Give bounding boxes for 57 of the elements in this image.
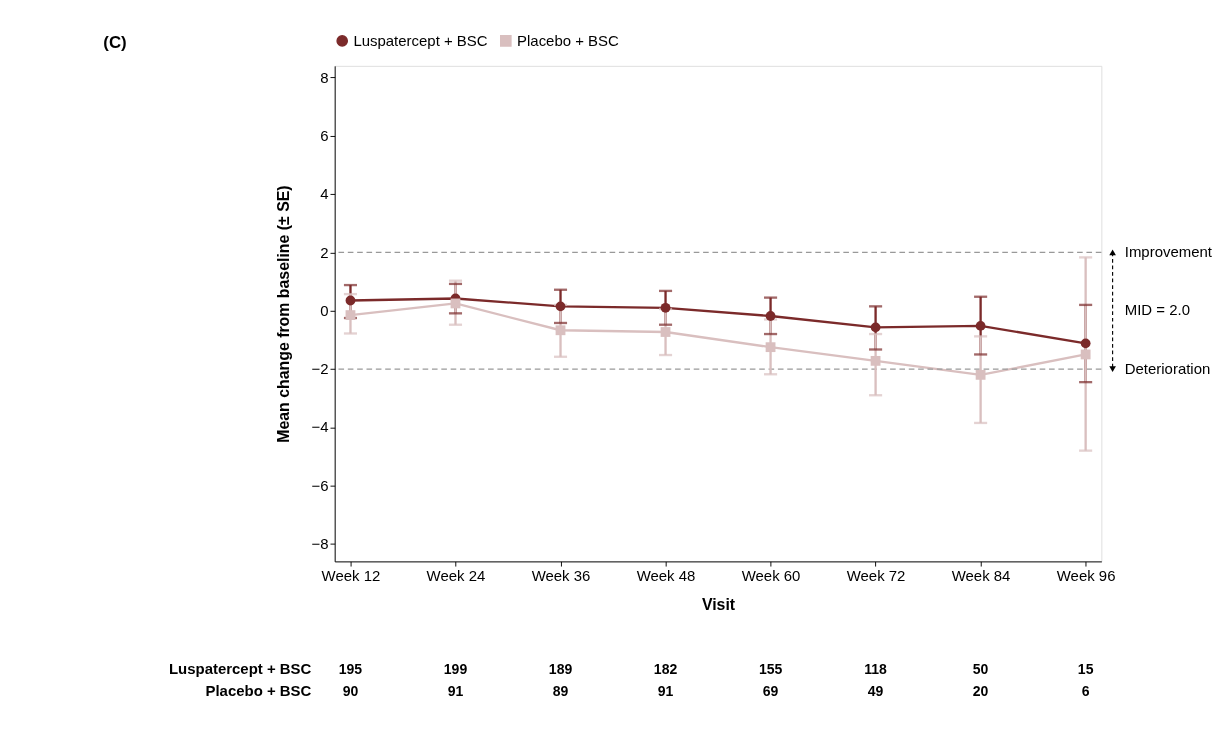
text: 69 — [762, 683, 779, 700]
y-tick-label: 6 — [320, 126, 329, 144]
text: 189 — [548, 660, 573, 677]
x-tick-label: Week 72 — [846, 566, 906, 584]
x-tick-label: Week 24 — [426, 566, 486, 584]
text: 50 — [972, 660, 989, 677]
text: 182 — [653, 660, 678, 677]
y-axis-title: Mean change from baseline (± SE) — [275, 185, 293, 443]
y-tick-label: 0 — [320, 301, 329, 319]
text: 195 — [338, 660, 363, 677]
point — [555, 301, 566, 312]
point — [1080, 338, 1091, 349]
point — [870, 322, 881, 333]
text: 118 — [864, 660, 888, 677]
text: MID = 2.0 — [1124, 301, 1190, 319]
y-tick-label: 8 — [320, 68, 329, 86]
text: 20 — [972, 683, 989, 700]
text: 49 — [867, 683, 884, 700]
text: 89 — [552, 683, 569, 700]
point — [975, 369, 986, 380]
y-tick-label: 4 — [320, 185, 329, 203]
text: 91 — [447, 683, 464, 700]
text: 91 — [657, 683, 674, 700]
text: 6 — [1081, 683, 1090, 700]
legend-label: Placebo + BSC — [517, 31, 619, 49]
text: 199 — [443, 660, 468, 677]
legend-label: Luspatercept + BSC — [353, 31, 488, 49]
x-tick-label: Week 96 — [1056, 566, 1116, 584]
point — [1080, 349, 1091, 360]
point — [765, 342, 776, 353]
text: (C) — [103, 33, 127, 53]
point — [660, 302, 671, 313]
ref-line-label: Deterioration — [1124, 359, 1211, 377]
y-tick-label: −6 — [311, 476, 329, 494]
x-tick-label: Week 60 — [741, 566, 801, 584]
point — [555, 325, 566, 336]
point — [870, 355, 881, 366]
x-tick-label: Week 48 — [636, 566, 696, 584]
x-axis-title: Visit — [701, 595, 736, 613]
point — [345, 310, 356, 320]
x-tick-label: Week 36 — [531, 566, 591, 584]
point — [660, 327, 671, 337]
text: 15 — [1077, 660, 1094, 677]
text: Placebo + BSC — [205, 682, 312, 700]
text: 155 — [758, 660, 783, 677]
x-tick-label: Week 84 — [951, 566, 1011, 584]
y-tick-label: −8 — [311, 535, 329, 553]
y-tick-label: 2 — [320, 243, 329, 261]
ref-line-label: Improvement — [1124, 243, 1213, 261]
text: 90 — [342, 683, 359, 700]
x-tick-label: Week 12 — [321, 566, 381, 584]
point — [765, 311, 776, 321]
point — [345, 295, 356, 306]
y-tick-label: −4 — [311, 418, 329, 436]
y-tick-label: −2 — [311, 360, 329, 378]
point — [975, 320, 986, 331]
text: Luspatercept + BSC — [168, 659, 312, 677]
